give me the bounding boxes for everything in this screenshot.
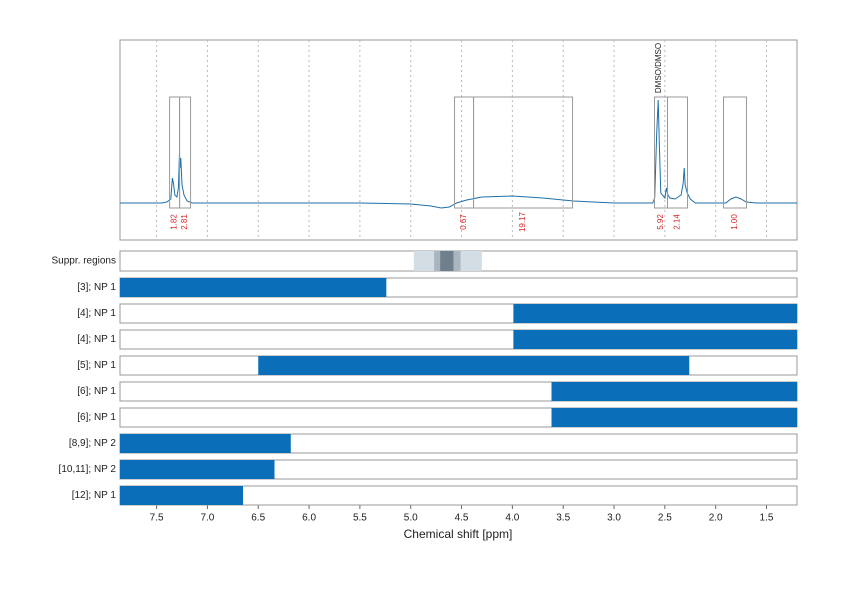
- row-label: [6]; NP 1: [77, 386, 116, 397]
- integral-box: [473, 96, 574, 209]
- row-label: [4]; NP 1: [77, 308, 116, 319]
- spectrum-line: [120, 99, 797, 209]
- integral-label: 0.67: [459, 214, 468, 230]
- annotation: DMSO/DMSO: [654, 43, 663, 93]
- integral-box: [723, 96, 747, 209]
- integral-label: 1.00: [730, 214, 739, 230]
- range-bar: [258, 356, 690, 375]
- suppression-band: [440, 251, 454, 271]
- integral-label: 1.82: [170, 214, 179, 230]
- integral-box: [454, 96, 475, 209]
- range-bar: [120, 460, 275, 479]
- x-tick-label: 5.0: [404, 513, 418, 524]
- integral-box: [666, 96, 689, 209]
- x-tick-label: 3.0: [607, 513, 621, 524]
- range-bar: [120, 486, 243, 505]
- row-label: [10,11]; NP 2: [59, 464, 117, 475]
- integral-box: [179, 96, 192, 209]
- range-bar: [551, 382, 797, 401]
- x-tick-label: 3.5: [556, 513, 570, 524]
- x-tick-label: 6.0: [302, 513, 316, 524]
- x-tick-label: 2.5: [658, 513, 672, 524]
- row-label: [3]; NP 1: [77, 282, 116, 293]
- x-tick-label: 7.5: [150, 513, 164, 524]
- x-tick-label: 4.5: [455, 513, 469, 524]
- row-label: [12]; NP 1: [72, 490, 117, 501]
- x-tick-label: 7.0: [200, 513, 214, 524]
- integral-label: 2.81: [180, 214, 189, 230]
- row-label: [8,9]; NP 2: [69, 438, 117, 449]
- x-tick-label: 2.0: [709, 513, 723, 524]
- row-label: [6]; NP 1: [77, 412, 116, 423]
- x-tick-label: 5.5: [353, 513, 367, 524]
- range-bar: [551, 408, 797, 427]
- x-tick-label: 1.5: [760, 513, 774, 524]
- spectrum-frame: [119, 39, 798, 241]
- x-tick-label: 6.5: [251, 513, 265, 524]
- row-label: [5]; NP 1: [77, 360, 116, 371]
- range-bar: [513, 304, 797, 323]
- row-label: Suppr. regions: [52, 256, 117, 267]
- range-bar: [513, 330, 797, 349]
- x-tick-label: 4.0: [505, 513, 519, 524]
- range-bar: [120, 278, 387, 297]
- row-label: [4]; NP 1: [77, 334, 116, 345]
- x-axis-label: Chemical shift [ppm]: [404, 527, 513, 541]
- range-bar: [120, 434, 291, 453]
- integral-label: 2.14: [673, 214, 682, 230]
- integral-label: 19.17: [518, 211, 527, 232]
- integral-label: 5.92: [656, 214, 665, 230]
